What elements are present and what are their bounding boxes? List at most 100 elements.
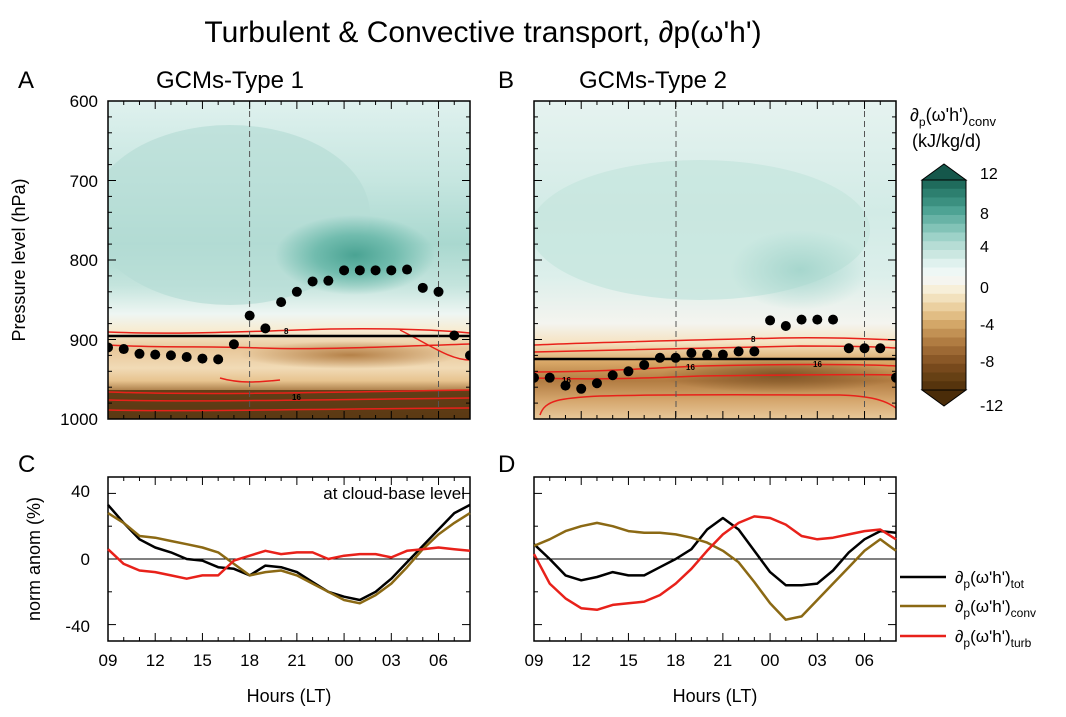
cloud-base-dot xyxy=(354,265,365,276)
colorbar-units: (kJ/kg/d) xyxy=(912,131,981,151)
bottom-y-axis-label: norm anom (%) xyxy=(24,497,44,621)
colorbar-swatch xyxy=(922,381,966,391)
panel-a-contour-label: 16 xyxy=(292,393,301,402)
panel-d-x-axis-label: Hours (LT) xyxy=(673,686,758,706)
cloud-base-dot xyxy=(228,339,239,350)
panel-b-heatmap: 8 16 16 16 xyxy=(534,101,896,419)
x-tick-label: 00 xyxy=(335,651,354,670)
colorbar-swatch xyxy=(922,180,966,190)
colorbar-swatch xyxy=(922,346,966,356)
panel-b-contour-label: 16 xyxy=(686,363,695,372)
colorbar-tick: -4 xyxy=(980,317,994,334)
panel-a-contour xyxy=(108,389,470,395)
colorbar-frame xyxy=(921,179,967,391)
panel-c-x-axis-label: Hours (LT) xyxy=(247,686,332,706)
panel-b-contour xyxy=(534,336,896,346)
y-tick-label: 900 xyxy=(70,331,98,350)
colorbar-swatch xyxy=(922,188,966,198)
cloud-base-dot xyxy=(560,380,571,391)
panel-b-cloud-base-dots xyxy=(534,314,896,394)
panel-a-contour xyxy=(399,329,470,361)
panel-c-annotation: at cloud-base level xyxy=(323,484,465,503)
panel-b-contour-label: 8 xyxy=(751,335,756,344)
legend-label-turb: ∂p(ω'h')turb xyxy=(955,627,1032,650)
cloud-base-dot xyxy=(796,314,807,325)
panel-b-ticks xyxy=(533,100,897,420)
panel-a-ticks xyxy=(107,100,471,420)
cloud-base-dot xyxy=(339,265,350,276)
cloud-base-dot xyxy=(639,359,650,370)
cloud-base-dot xyxy=(276,297,287,308)
cloud-base-dot xyxy=(576,383,587,394)
cloud-base-dot xyxy=(386,265,397,276)
cloud-base-dot xyxy=(812,314,823,325)
panel-a-title: GCMs-Type 1 xyxy=(156,67,304,94)
colorbar-swatch xyxy=(922,363,966,373)
colorbar-label: ∂p(ω'h')conv xyxy=(910,105,996,129)
cloud-base-dot xyxy=(370,265,381,276)
x-tick-label: 15 xyxy=(619,651,638,670)
cloud-base-dot xyxy=(733,346,744,357)
colorbar-ticks: 12 8 4 0 -4 -8 -12 xyxy=(980,166,1003,415)
panel-b-contour xyxy=(539,394,896,416)
panel-b-contour-label: 16 xyxy=(562,376,571,385)
cloud-base-dot xyxy=(702,349,713,360)
panel-b-contour xyxy=(534,363,896,373)
panel-d-series xyxy=(532,515,897,621)
cloud-base-dot xyxy=(607,370,618,381)
cloud-base-dot xyxy=(291,286,302,297)
legend-label-tot: ∂p(ω'h')tot xyxy=(955,568,1025,591)
cloud-base-dot xyxy=(307,276,318,287)
colorbar-swatch xyxy=(922,285,966,295)
panel-c-ticks xyxy=(107,477,471,641)
y-tick-label: 600 xyxy=(70,92,98,111)
panel-a-cloud-base-dots xyxy=(108,264,470,365)
bottom-y-tick-labels: 40 0 -40 xyxy=(65,482,90,636)
cloud-base-dot xyxy=(534,372,539,383)
colorbar-swatch xyxy=(922,215,966,225)
cloud-base-dot xyxy=(417,282,428,293)
cloud-base-dot xyxy=(765,315,776,326)
cloud-base-dot xyxy=(197,353,208,364)
colorbar-swatch xyxy=(922,372,966,382)
colorbar-swatch xyxy=(922,258,966,268)
y-tick-label: 40 xyxy=(71,482,90,501)
panel-b-letter: B xyxy=(498,67,514,94)
y-tick-label: 700 xyxy=(70,172,98,191)
colorbar-top-arrow xyxy=(920,163,968,181)
colorbar-swatch xyxy=(922,311,966,321)
colorbar-swatch xyxy=(922,267,966,277)
x-tick-label: 09 xyxy=(525,651,544,670)
panel-a-heatmap: 8 16 xyxy=(108,101,470,419)
panel-a-letter: A xyxy=(18,67,34,94)
y-tick-label: 0 xyxy=(81,550,90,569)
series-line-turb xyxy=(532,515,897,612)
top-y-tick-labels: 600 700 800 900 1000 xyxy=(60,92,98,429)
x-tick-label: 12 xyxy=(572,651,591,670)
x-tick-label: 12 xyxy=(146,651,165,670)
series-line-tot xyxy=(107,503,471,602)
cloud-base-dot xyxy=(213,354,224,365)
colorbar-swatch xyxy=(922,293,966,303)
colorbar-swatch xyxy=(922,206,966,216)
cloud-base-dot xyxy=(891,372,896,383)
x-tick-label: 06 xyxy=(429,651,448,670)
colorbar-tick: -8 xyxy=(980,354,994,371)
panel-a-contour xyxy=(108,407,470,412)
colorbar-swatch xyxy=(922,250,966,260)
series-line-conv xyxy=(107,512,471,605)
series-line-tot xyxy=(533,516,897,587)
x-tick-label: 18 xyxy=(666,651,685,670)
cloud-base-dot xyxy=(843,343,854,354)
cloud-base-dot xyxy=(244,310,255,321)
series-line-conv xyxy=(533,521,897,621)
panel-d-line-chart xyxy=(532,476,897,642)
y-tick-label: 800 xyxy=(70,251,98,270)
colorbar-swatch xyxy=(922,276,966,286)
colorbar-swatch xyxy=(922,328,966,338)
x-tick-label: 06 xyxy=(855,651,874,670)
colorbar-swatch xyxy=(922,355,966,365)
x-tick-label: 03 xyxy=(808,651,827,670)
cloud-base-dot xyxy=(108,342,113,353)
